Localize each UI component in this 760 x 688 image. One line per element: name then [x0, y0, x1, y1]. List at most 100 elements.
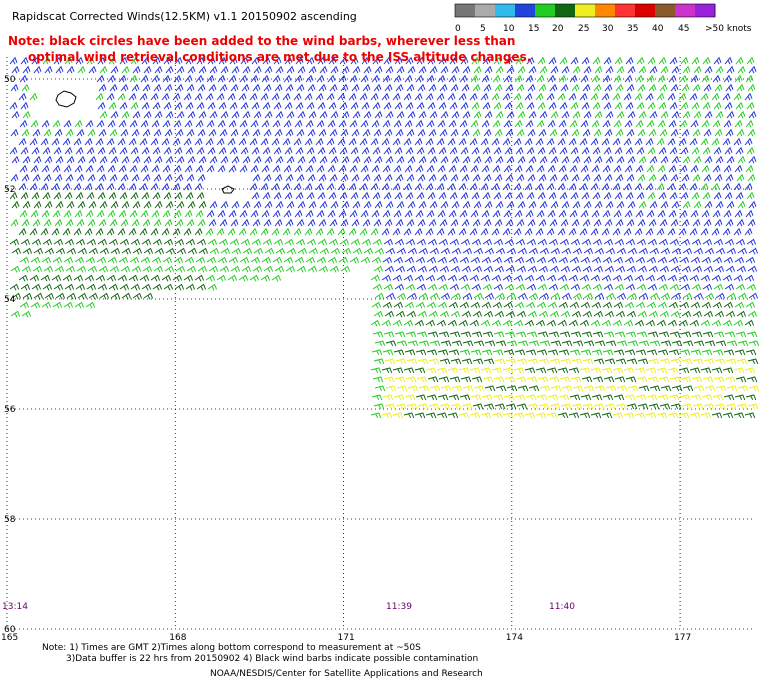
wind-barb [141, 238, 152, 246]
wind-barb [603, 238, 614, 246]
wind-barb [296, 83, 305, 92]
wind-barb [471, 146, 480, 155]
wind-barb [393, 301, 404, 309]
wind-barb [151, 256, 162, 264]
wind-barb [470, 164, 479, 173]
wind-barb [667, 92, 676, 101]
wind-barb [681, 128, 690, 137]
wind-barb [437, 74, 446, 83]
wind-barb [506, 155, 515, 164]
wind-barb [164, 83, 173, 92]
wind-barb [613, 164, 622, 173]
wind-barb [217, 209, 226, 218]
wind-barb [85, 209, 94, 218]
wind-barb [614, 101, 623, 110]
wind-barb [429, 340, 441, 347]
wind-barb [164, 173, 173, 182]
wind-barb [471, 101, 480, 110]
wind-barb [284, 191, 293, 200]
wind-barb [439, 265, 450, 273]
wind-barb [128, 92, 137, 101]
wind-barb [118, 209, 127, 218]
wind-barb [471, 238, 482, 246]
wind-barb [458, 182, 467, 191]
wind-barb [394, 56, 403, 65]
wind-barb [702, 376, 714, 383]
wind-barb [504, 283, 515, 291]
wind-barb [735, 101, 744, 110]
wind-barb [305, 256, 316, 264]
wind-barb [725, 403, 737, 410]
wind-barb [404, 164, 413, 173]
wind-barb [681, 358, 693, 365]
wind-barb [538, 173, 547, 182]
wind-barb [20, 101, 29, 110]
wind-barb [481, 74, 490, 83]
wind-barb [494, 83, 503, 92]
wind-barb [527, 358, 539, 365]
wind-barb [582, 310, 593, 318]
wind-barb [439, 128, 448, 137]
wind-barb [660, 200, 669, 209]
wind-barb [252, 173, 261, 182]
wind-barb [143, 65, 152, 74]
wind-barb [373, 265, 384, 273]
wind-barb [648, 310, 659, 318]
wind-barb [747, 310, 758, 318]
wind-barb [425, 274, 436, 282]
wind-barb [690, 394, 702, 401]
wind-barb [704, 340, 716, 347]
wind-barb [153, 173, 162, 182]
wind-barb [194, 137, 203, 146]
legend-label: 35 [627, 24, 638, 34]
wind-barb [77, 155, 86, 164]
wind-barb [162, 164, 171, 173]
wind-barb [502, 182, 511, 191]
wind-barb [414, 274, 425, 282]
wind-barb [429, 385, 441, 392]
wind-barb [272, 256, 283, 264]
wind-barb [328, 146, 337, 155]
wind-barb [528, 247, 539, 255]
wind-barb [713, 101, 722, 110]
wind-barb [242, 200, 251, 209]
wind-barb [328, 101, 337, 110]
wind-barb [594, 110, 603, 119]
legend-label: 20 [552, 24, 564, 34]
legend-label: 30 [602, 24, 614, 34]
wind-barb [636, 283, 647, 291]
wind-barb [538, 403, 550, 410]
wind-barb [495, 385, 507, 392]
wind-barb [129, 74, 138, 83]
wind-barb [470, 209, 479, 218]
wind-barb [404, 74, 413, 83]
wind-barb [462, 110, 471, 119]
wind-barb [748, 110, 757, 119]
wind-barb [110, 292, 121, 300]
wind-barb [54, 173, 63, 182]
wind-barb [194, 274, 205, 282]
wind-barb [472, 310, 483, 318]
wind-barb [670, 83, 679, 92]
wind-barb [745, 74, 754, 83]
wind-barb [238, 274, 249, 282]
wind-barb [602, 164, 611, 173]
wind-barb [340, 265, 351, 273]
wind-barb [117, 137, 126, 146]
wind-barb [681, 83, 690, 92]
wind-barb [20, 283, 31, 291]
wind-barb [656, 274, 667, 282]
wind-barb [704, 247, 715, 255]
wind-barb [637, 173, 646, 182]
wind-barb [603, 191, 612, 200]
wind-barb [385, 200, 394, 209]
wind-barb [338, 209, 347, 218]
wind-barb [283, 119, 292, 128]
wind-barb [561, 340, 573, 347]
wind-barb [636, 331, 648, 338]
wind-barb [692, 310, 703, 318]
wind-barb [294, 209, 303, 218]
wind-barb [208, 218, 217, 227]
wind-barb [558, 164, 567, 173]
wind-barb [264, 65, 273, 74]
